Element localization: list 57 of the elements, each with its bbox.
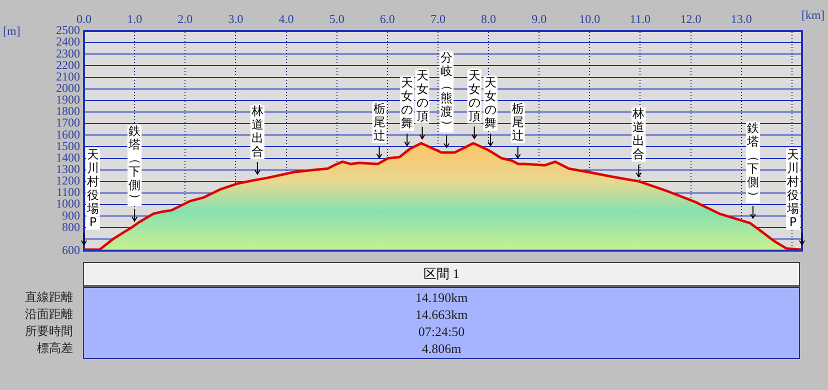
y-tick-label: 1700 [56,116,80,130]
annotation: 天川村役場P [786,148,799,230]
annotation: 林道出合 [250,104,264,158]
annotation: 分岐（熊渡） [440,50,454,132]
y-tick-label: 1600 [56,127,80,142]
annotation: 栃尾辻 [373,101,386,142]
y-tick-label: 1100 [56,185,80,200]
annotation: 天女の舞 [401,76,414,130]
y-tick-label: 1500 [56,138,80,153]
x-tick-label: 0.0 [76,12,92,26]
text: 直線距離 [24,289,73,306]
annotation: 天川村役場P [86,148,99,230]
y-tick-label: 2100 [56,69,80,84]
text: 標高差 [36,340,73,357]
y-tick-label: 1400 [56,150,80,164]
x-tick-label: 4.0 [278,12,294,26]
text: 沿面距離 [24,306,73,323]
y-tick-label: 900 [62,208,80,222]
y-tick-label: 1200 [56,174,80,188]
x-tick-label: 11.0 [630,12,650,26]
y-tick-label: 1300 [56,162,80,176]
x-tick-label: 3.0 [228,12,244,26]
annotation: 林道出合 [632,106,645,162]
annotation: 栃尾辻 [512,101,524,142]
x-tick-label: 1.0 [127,12,142,26]
x-tick-label: 10.0 [579,12,600,26]
text: 14.663km [414,306,469,323]
x-axis-title: [km] [801,8,825,22]
annotation: 天女の頂 [468,68,480,123]
y-tick-label: 2400 [56,34,80,49]
annotation: 天女の頂 [416,68,428,124]
annotation: 鉄塔（下側） [128,124,142,206]
y-tick-label: 2200 [56,58,80,72]
x-tick-label: 5.0 [329,12,344,26]
y-axis-title: [m] [3,24,20,38]
text: 所要時間 [24,323,73,340]
x-tick-label: 2.0 [178,12,193,26]
y-tick-label: 800 [62,220,80,234]
x-tick-label: 9.0 [532,12,547,26]
y-tick-label: 1000 [56,196,80,211]
y-tick-label: 2300 [56,46,80,60]
y-tick-label: 2500 [56,23,80,38]
text: 07:24:50 [417,323,466,340]
text: 区間 1 [83,262,800,287]
x-tick-label: 12.0 [680,12,702,26]
x-tick-label: 7.0 [430,12,446,26]
y-tick-label: 2000 [56,81,80,95]
y-tick-label: 1800 [56,104,80,118]
y-tick-label: 1900 [56,92,80,107]
text: 14.190km [414,289,469,306]
y-tick-label: 600 [62,242,80,257]
x-tick-label: 8.0 [481,12,496,26]
x-tick-label: 6.0 [380,12,395,26]
annotation: 鉄塔（下側） [746,120,761,202]
x-tick-label: 13.0 [730,12,752,26]
text: 4.806m [420,340,462,357]
annotation: 天女の舞 [484,76,497,130]
